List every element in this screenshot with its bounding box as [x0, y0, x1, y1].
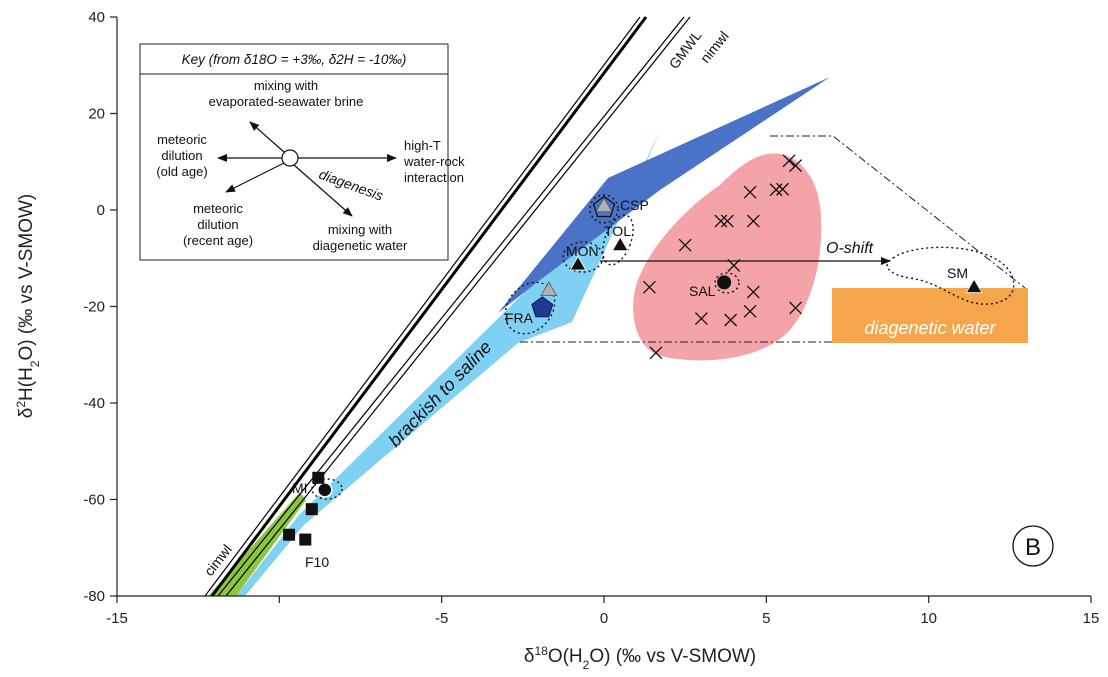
key-origin-marker	[281, 149, 299, 167]
saline-sample-cross	[678, 238, 692, 252]
key-mixing-diag-1: mixing with	[328, 222, 392, 237]
x-ticks: -15 -5 0 5 10 15	[106, 596, 1099, 627]
f10-label: F10	[305, 554, 329, 570]
tol-point	[611, 236, 629, 252]
gmwl-line	[210, 16, 648, 597]
y-tick-label: -60	[83, 492, 105, 509]
f10-point	[299, 533, 312, 546]
brackish-to-saline-field	[236, 130, 660, 596]
saline-sample-cross	[743, 304, 757, 318]
x-tick-label: 0	[600, 610, 608, 627]
saline-sample-cross	[746, 285, 760, 299]
panel-label: B	[1025, 534, 1041, 561]
key-hight-2: water-rock	[403, 154, 465, 169]
y-tick-label: -80	[83, 588, 105, 605]
key-arrow-brine	[249, 121, 285, 153]
brackish-label: brackish to saline	[384, 337, 495, 451]
key-mixing-brine-1: mixing with	[254, 78, 318, 93]
o-shift-label: O-shift	[826, 240, 874, 257]
saline-sample-cross	[727, 259, 741, 272]
sm-label: SM	[947, 265, 968, 281]
saline-sample-cross	[743, 185, 757, 199]
key-meteoric-recent-1: meteoric	[193, 201, 243, 216]
sm-point	[965, 278, 983, 294]
markers-layer	[283, 154, 983, 546]
csp-point	[592, 195, 616, 218]
nimwl-label: nimwl	[697, 28, 732, 66]
y-tick-label: 0	[97, 202, 105, 219]
key-meteoric-old-3: (old age)	[156, 164, 207, 179]
gmwl-label: GMWL	[666, 27, 705, 72]
fra-triangle--point	[540, 281, 558, 297]
y-ticks: -80 -60 -40 -20 0 20 40	[83, 9, 117, 605]
upper-guide-line	[770, 135, 1026, 289]
saline-sample-cross	[649, 346, 663, 360]
saline-sample-cross	[789, 301, 803, 315]
y-tick-label: 40	[88, 9, 105, 26]
y-tick-label: -40	[83, 395, 105, 412]
key-mixing-brine-2: evaporated-seawater brine	[209, 94, 364, 109]
csp-triangle--point	[595, 197, 613, 213]
cimwl-line	[204, 16, 641, 597]
sal-label: SAL	[689, 283, 716, 299]
saline-sample-cross	[746, 214, 760, 228]
fra-label: FRA	[505, 310, 534, 326]
y-tick-label: 20	[88, 106, 105, 123]
meteoric-lines	[204, 16, 691, 597]
saline-sample-cross	[642, 280, 656, 294]
x-tick-label: -5	[435, 610, 448, 627]
nimwl-line	[217, 16, 685, 597]
mi-envelope	[311, 478, 343, 500]
saline-sample-cross	[724, 313, 738, 327]
sal-envelope	[714, 272, 740, 294]
mi-label: MI	[292, 480, 308, 496]
nimwl-line-2	[225, 16, 691, 597]
saline-sample-cross	[776, 182, 790, 196]
key-meteoric-old-1: meteoric	[157, 132, 207, 147]
key-meteoric-recent-2: dilution	[197, 217, 238, 232]
key-meteoric-old-2: dilution	[161, 148, 202, 163]
f10-point	[283, 528, 296, 541]
csp-label: CSP	[620, 197, 649, 213]
x-tick-label: -15	[106, 610, 128, 627]
saline-sample-cross	[782, 154, 796, 168]
key-arrow-recent	[225, 162, 285, 193]
csp-envelope	[589, 194, 619, 224]
tol-envelope	[602, 214, 634, 266]
f10-point	[305, 503, 318, 516]
saline-field	[633, 153, 822, 361]
key-inset: Key (from δ18O = +3‰, δ2H = -10‰) mixing…	[139, 43, 465, 261]
x-tick-label: 15	[1083, 610, 1100, 627]
mon-point	[569, 255, 587, 271]
sm-envelope	[886, 246, 1015, 305]
x-axis-title: δ18O(H2O) (‰ vs V-SMOW)	[524, 644, 756, 672]
saline-sample-cross	[769, 183, 783, 197]
key-arrow-diag	[293, 164, 353, 217]
x-tick-label: 10	[920, 610, 937, 627]
key-hight-1: high-T	[404, 138, 441, 153]
x-tick-label: 5	[762, 610, 770, 627]
panel-badge	[1012, 525, 1054, 567]
key-title: Key (from δ18O = +3‰, δ2H = -10‰)	[182, 52, 407, 67]
y-tick-label: -20	[83, 299, 105, 316]
f10-point	[312, 471, 325, 484]
saline-sample-cross	[720, 214, 734, 228]
mon-label: MON	[566, 243, 599, 259]
key-mixing-diag-2: diagenetic water	[313, 238, 408, 253]
key-hight-3: interaction	[404, 170, 464, 185]
y-axis-title: δ2H(H2O) (‰ vs V-SMOW)	[14, 194, 42, 419]
diagenetic-water-label: diagenetic water	[864, 318, 996, 338]
tol-label: TOL	[604, 223, 631, 239]
fra-point	[531, 296, 554, 318]
sal-point	[717, 275, 732, 290]
diagenetic-water-field	[832, 288, 1028, 343]
saline-sample-cross	[694, 312, 708, 326]
saline-sample-cross	[714, 214, 728, 228]
key-meteoric-recent-3: (recent age)	[183, 233, 253, 248]
mi-point	[317, 482, 333, 498]
guide-lines	[520, 135, 1026, 343]
saline-sample-cross	[789, 159, 803, 173]
